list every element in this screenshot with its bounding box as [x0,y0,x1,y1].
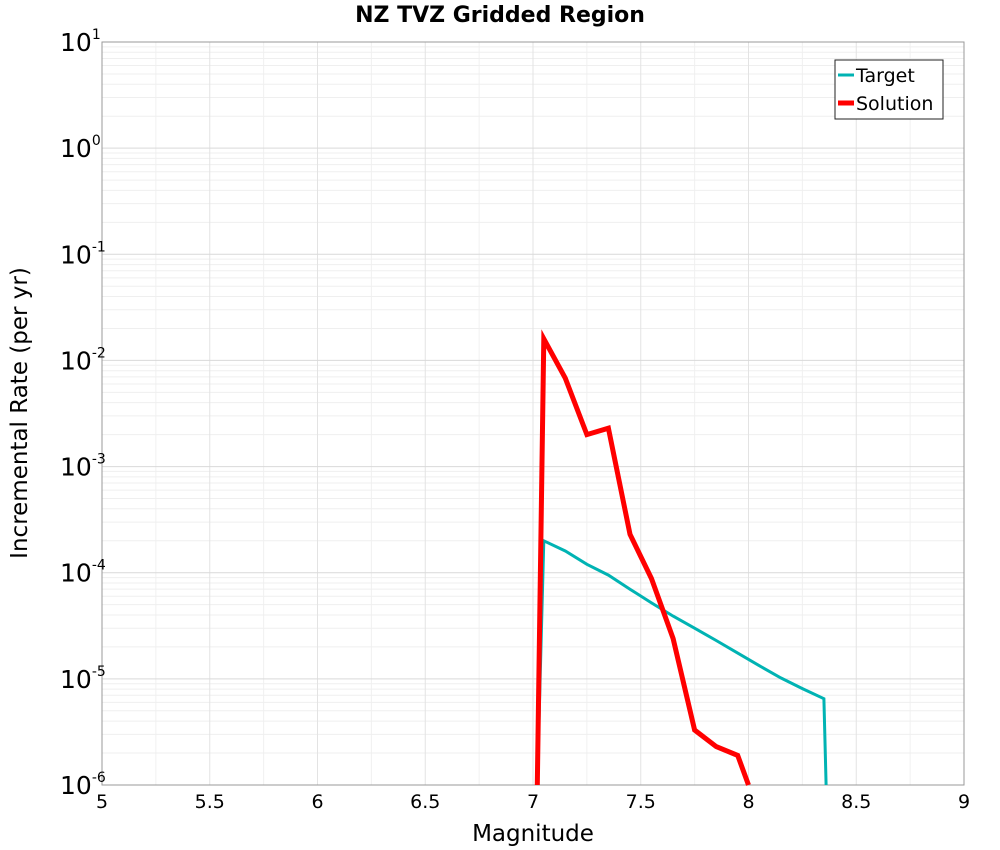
y-tick-label: 100 [60,133,101,163]
y-axis-label: Incremental Rate (per yr) [7,267,33,559]
y-tick-label: 10-3 [60,452,106,482]
y-tick-label: 101 [60,27,101,57]
series-line-solution [534,329,751,786]
y-tick-label: 10-4 [60,558,106,588]
x-tick-label: 8 [742,791,754,813]
legend-box [834,59,944,120]
legend: Target Solution [834,59,944,120]
x-tick-label: 5 [96,791,108,813]
x-tick-label: 6.5 [410,791,440,813]
y-tick-label: 10-6 [60,770,106,800]
legend-label-solution: Solution [856,93,933,115]
x-tick-label: 7 [527,791,539,813]
x-tick-label: 6 [311,791,323,813]
series-layer [534,329,828,786]
legend-label-target: Target [855,65,915,87]
y-tick-label: 10-5 [60,664,106,694]
x-tick-label: 8.5 [841,791,871,813]
y-tick-label: 10-1 [60,239,106,269]
series-line-target [535,538,828,786]
x-tick-label: 7.5 [626,791,656,813]
plot-frame [101,41,965,786]
chart-title: NZ TVZ Gridded Region [355,3,645,28]
x-tick-label: 5.5 [195,791,225,813]
x-axis-label: Magnitude [472,821,594,847]
y-axis-ticks: 101 100 10-1 10-2 10-3 10-4 10-5 10-6 [60,27,106,800]
x-axis-ticks: 5 5.5 6 6.5 7 7.5 8 8.5 9 [96,791,970,813]
y-tick-label: 10-2 [60,345,106,375]
x-tick-label: 9 [958,791,970,813]
